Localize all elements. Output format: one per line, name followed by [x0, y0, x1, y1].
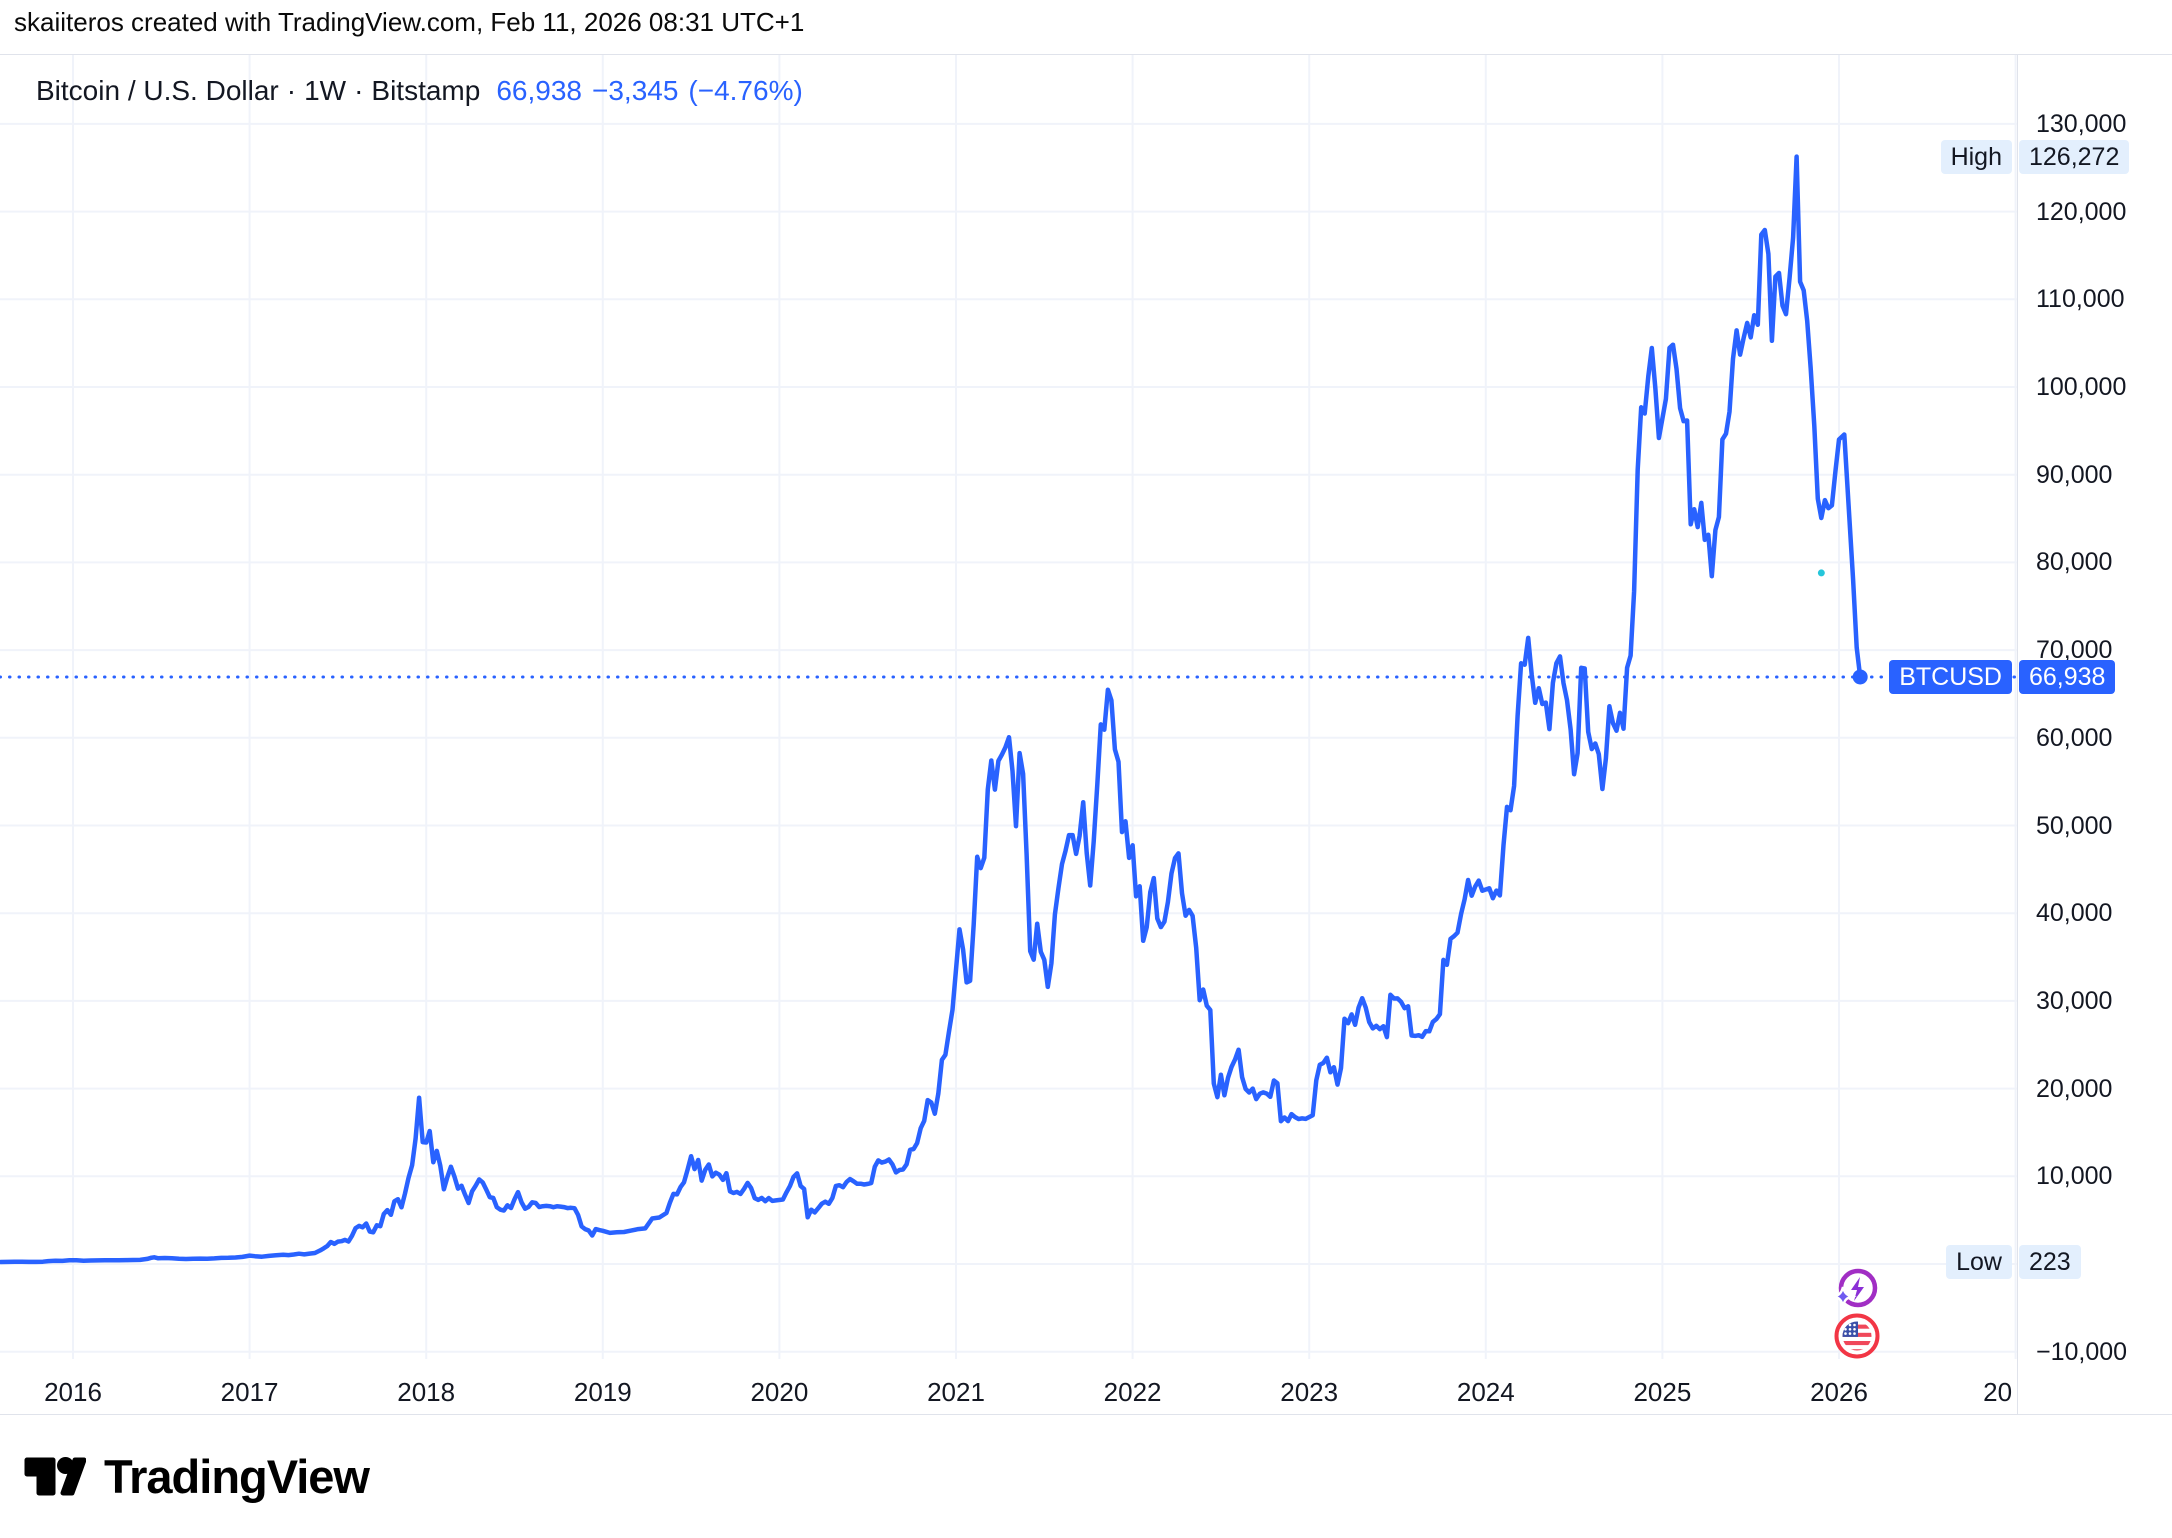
price-tick-label: 30,000	[2036, 986, 2113, 1015]
price-tick-label: 80,000	[2036, 548, 2113, 577]
last-price-row: BTCUSD 66,938	[0, 659, 2172, 694]
year-tick-label: 2018	[397, 1377, 456, 1407]
time-scale-axis[interactable]: 2016 2017 2018 2019 2020 2021 2022 2023 2024 2025…	[0, 1369, 2017, 1413]
legend-values: 66,938 −3,345 (−4.76%)	[496, 75, 812, 106]
year-tick-label: 2020	[750, 1377, 809, 1407]
year-tick-label: 20	[1983, 1377, 2013, 1407]
tradingview-logo[interactable]: TradingView	[22, 1444, 370, 1508]
legend-separator: ·	[354, 75, 364, 106]
ai-sparkle-lightning-event-icon[interactable]	[1831, 1264, 1881, 1314]
year-tick-label: 2025	[1633, 1377, 1692, 1407]
high-label-chip: High	[1940, 139, 2012, 174]
price-tick-label: 100,000	[2036, 373, 2127, 401]
legend-separator: ·	[286, 75, 297, 106]
year-tick-label: 2023	[1280, 1377, 1339, 1407]
year-tick-label: 2024	[1456, 1377, 1515, 1407]
price-tick-label: 70,000	[2036, 636, 2113, 665]
price-tick-label: 40,000	[2036, 899, 2113, 928]
price-tick-label: −10,000	[2036, 1337, 2128, 1366]
year-tick-label: 2022	[1103, 1377, 1162, 1407]
last-price-badge: 66,938	[2019, 659, 2116, 694]
low-value-chip: 223	[2019, 1245, 2081, 1280]
chart-legend: Bitcoin / U.S. Dollar · 1W · Bitstamp 66,938−…	[36, 75, 813, 107]
btcusd-price-line	[0, 154, 1863, 1265]
price-tick-label: 90,000	[2036, 460, 2113, 489]
grid-lines	[0, 55, 2017, 1359]
exchange-label[interactable]: Bitstamp	[371, 75, 481, 106]
year-tick-label: 2021	[927, 1377, 985, 1407]
attribution-text: skaiiteros created with TradingView.com,…	[14, 7, 805, 37]
price-tick-label: 20,000	[2036, 1074, 2113, 1103]
us-flag-economic-event-icon[interactable]	[1834, 1313, 1880, 1359]
tradingview-wordmark: TradingView	[104, 1449, 370, 1503]
price-chart-plot[interactable]	[0, 55, 2017, 1369]
teal-event-dot	[1817, 569, 1825, 577]
price-change-value: −3,345	[591, 75, 679, 106]
year-tick-label: 2017	[220, 1377, 279, 1407]
price-tick-label: 110,000	[2036, 285, 2125, 314]
last-price-value: 66,938	[496, 75, 582, 106]
tradingview-logo-mark	[24, 1457, 86, 1496]
year-tick-label: 2019	[573, 1377, 632, 1407]
price-scale-axis[interactable]: 130,000 120,000 110,000 100,000 90,000 80,000…	[2017, 55, 2172, 1414]
price-tick-label: 120,000	[2036, 197, 2127, 226]
interval-label[interactable]: 1W	[304, 75, 347, 106]
year-tick-label: 2026	[1810, 1377, 1868, 1407]
last-price-dot	[1852, 669, 1868, 685]
price-tick-label: 130,000	[2036, 109, 2127, 138]
high-price-row: High 126,272	[0, 139, 2172, 174]
year-tick-label: 2016	[44, 1377, 102, 1407]
symbol-badge: BTCUSD	[1889, 659, 2012, 694]
low-price-row: Low 223	[0, 1245, 2172, 1280]
symbol-title[interactable]: Bitcoin / U.S. Dollar	[36, 75, 279, 106]
price-tick-label: 10,000	[2036, 1162, 2113, 1191]
price-tick-label: 60,000	[2036, 723, 2113, 752]
low-label-chip: Low	[1946, 1245, 2012, 1280]
price-tick-label: 50,000	[2036, 811, 2113, 840]
price-change-percent: (−4.76%)	[688, 75, 803, 106]
chart-widget: Bitcoin / U.S. Dollar · 1W · Bitstamp 66,938−…	[0, 54, 2172, 1415]
high-value-chip: 126,272	[2019, 139, 2130, 174]
